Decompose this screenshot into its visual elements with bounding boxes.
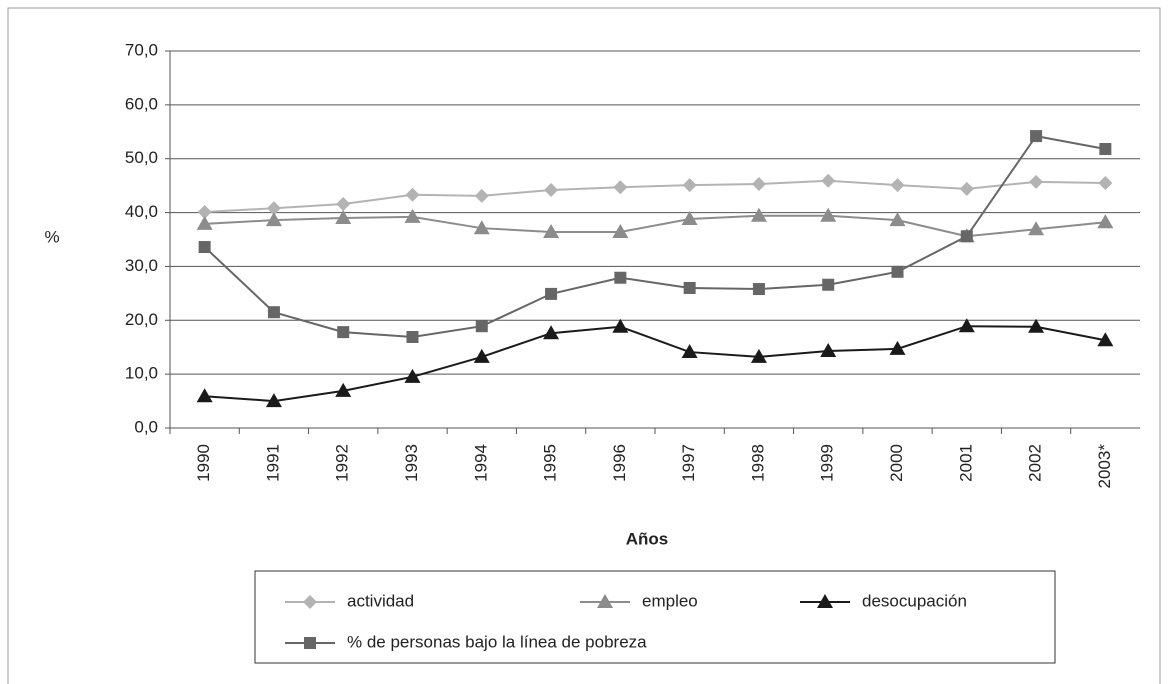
data-point — [890, 178, 905, 193]
data-point — [889, 340, 906, 355]
data-point — [545, 287, 558, 300]
data-point — [1029, 174, 1044, 189]
data-point — [335, 209, 352, 224]
data-point — [198, 241, 211, 254]
x-tick-label: 1994 — [471, 444, 490, 482]
series-line — [204, 179, 1106, 214]
data-point — [612, 318, 629, 333]
data-point — [404, 368, 421, 383]
data-point — [681, 344, 698, 359]
legend — [254, 570, 1056, 664]
data-point — [821, 173, 836, 188]
data-point — [1097, 214, 1114, 229]
data-point — [336, 196, 351, 211]
data-point — [196, 215, 213, 230]
x-tick-label: 1991 — [263, 444, 282, 482]
x-tick-label: 1999 — [818, 444, 837, 482]
data-point — [1099, 143, 1112, 156]
data-point — [750, 348, 767, 363]
data-point — [1098, 175, 1113, 190]
data-point — [960, 230, 973, 243]
y-tick-label: 70,0 — [125, 40, 158, 59]
data-point — [196, 388, 213, 403]
y-tick-label: 60,0 — [125, 94, 158, 113]
data-point — [959, 181, 974, 196]
x-tick-label: 1998 — [748, 444, 767, 482]
data-point — [404, 208, 421, 223]
data-point — [681, 211, 698, 226]
data-point — [265, 212, 282, 227]
x-tick-label: 2003* — [1095, 444, 1114, 489]
data-point — [543, 325, 560, 340]
data-point — [751, 177, 766, 192]
data-point — [891, 265, 904, 278]
x-axis-label: Años — [626, 529, 669, 548]
legend-label: % de personas bajo la línea de pobreza — [347, 632, 647, 651]
legend-label: desocupación — [862, 591, 967, 610]
data-point — [197, 205, 212, 220]
data-point — [337, 326, 350, 339]
legend-marker — [304, 637, 316, 649]
frame — [7, 7, 1161, 684]
series-line — [204, 214, 1106, 238]
x-tick-label: 1995 — [541, 444, 560, 482]
x-tick-label: 1996 — [610, 444, 629, 482]
data-point — [682, 178, 697, 193]
legend-label: actividad — [347, 591, 414, 610]
series-line — [203, 134, 1106, 338]
y-axis-label: % — [44, 227, 59, 246]
data-point — [543, 223, 560, 238]
data-point — [683, 281, 696, 294]
data-point — [1030, 130, 1043, 143]
data-point — [614, 271, 627, 284]
data-point — [1028, 221, 1045, 236]
data-point — [335, 382, 352, 397]
data-point — [750, 207, 767, 222]
data-point — [405, 187, 420, 202]
data-point — [544, 182, 559, 197]
data-point — [406, 330, 419, 343]
x-tick-label: 2000 — [887, 444, 906, 482]
data-point — [820, 342, 837, 357]
x-tick-label: 1990 — [194, 444, 213, 482]
data-point — [265, 393, 282, 408]
data-point — [267, 306, 280, 319]
x-tick-label: 1992 — [333, 444, 352, 482]
data-point — [473, 220, 490, 235]
y-tick-label: 40,0 — [125, 202, 158, 221]
data-point — [473, 348, 490, 363]
data-point — [958, 318, 975, 333]
legend-label: empleo — [642, 591, 698, 610]
x-tick-label: 1993 — [402, 444, 421, 482]
x-tick-label: 1997 — [679, 444, 698, 482]
y-tick-label: 30,0 — [125, 256, 158, 275]
y-tick-label: 50,0 — [125, 148, 158, 167]
data-point — [1097, 332, 1114, 347]
data-point — [474, 188, 489, 203]
series-line — [204, 325, 1106, 403]
data-point — [475, 320, 488, 333]
x-tick-label: 2001 — [956, 444, 975, 482]
data-point — [1028, 318, 1045, 333]
y-tick-label: 10,0 — [125, 364, 158, 383]
data-point — [820, 207, 837, 222]
legend-marker — [817, 594, 833, 608]
data-point — [613, 180, 628, 195]
data-point — [752, 283, 765, 296]
y-tick-label: 0,0 — [134, 417, 158, 436]
data-point — [889, 212, 906, 227]
data-point — [822, 278, 835, 291]
y-tick-label: 20,0 — [125, 310, 158, 329]
legend-marker — [303, 595, 317, 609]
data-point — [266, 201, 281, 216]
x-tick-label: 2002 — [1026, 444, 1045, 482]
data-point — [612, 223, 629, 238]
legend-marker — [597, 594, 613, 608]
